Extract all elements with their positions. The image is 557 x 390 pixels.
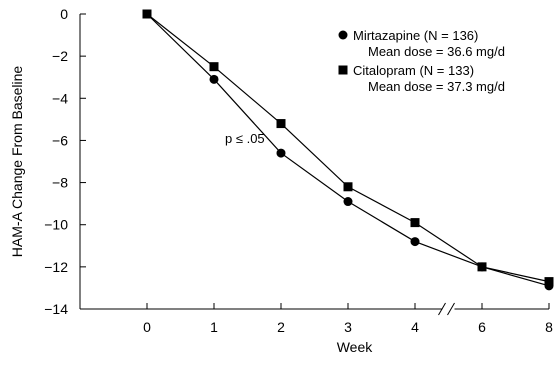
legend: Mirtazapine (N = 136)Mean dose = 36.6 mg… (338, 28, 505, 94)
legend-marker-circle (338, 30, 348, 40)
x-tick-label: 0 (143, 319, 151, 335)
axis-break-mark (447, 302, 455, 316)
x-tick-label: 3 (344, 319, 352, 335)
y-tick-label: 0 (60, 6, 68, 22)
legend-label: Mirtazapine (N = 136) (353, 28, 478, 43)
data-point-square (276, 119, 286, 129)
x-tick-label: 2 (277, 319, 285, 335)
axis-break-mark (438, 302, 446, 316)
y-tick-label: −2 (52, 48, 68, 64)
x-tick-label: 8 (545, 319, 553, 335)
legend-marker-square (338, 65, 348, 75)
data-point-circle (410, 237, 420, 247)
x-axis-title: Week (337, 339, 374, 355)
y-tick-label: −8 (52, 175, 68, 191)
data-point-circle (209, 74, 219, 84)
data-point-square (477, 262, 487, 272)
data-point-square (410, 218, 420, 228)
data-point-square (142, 9, 152, 19)
y-tick-label: −6 (52, 132, 68, 148)
legend-dose-note: Mean dose = 36.6 mg/d (368, 44, 505, 59)
data-point-square (544, 277, 554, 287)
axes: 0 −2 −4 −6 −8 −10 −12 −14 0 1 2 3 4 6 8 Week HAM-A Chang… (9, 6, 553, 355)
legend-label: Citalopram (N = 133) (353, 63, 474, 78)
x-tick-label: 1 (210, 319, 218, 335)
x-tick-label: 6 (478, 319, 486, 335)
y-tick-label: −14 (44, 301, 68, 317)
data-point-circle (276, 148, 286, 158)
y-tick-label: −10 (44, 217, 68, 233)
x-tick-label: 4 (411, 319, 419, 335)
y-tick-label: −12 (44, 259, 68, 275)
legend-dose-note: Mean dose = 37.3 mg/d (368, 79, 505, 94)
data-point-square (343, 182, 353, 192)
series-group (142, 9, 554, 291)
annotations: p ≤ .05 (225, 131, 265, 146)
data-point-circle (343, 197, 353, 207)
y-tick-label: −4 (52, 90, 68, 106)
significance-annotation: p ≤ .05 (225, 131, 265, 146)
data-point-square (209, 62, 219, 72)
y-axis-title: HAM-A Change From Baseline (9, 66, 25, 258)
